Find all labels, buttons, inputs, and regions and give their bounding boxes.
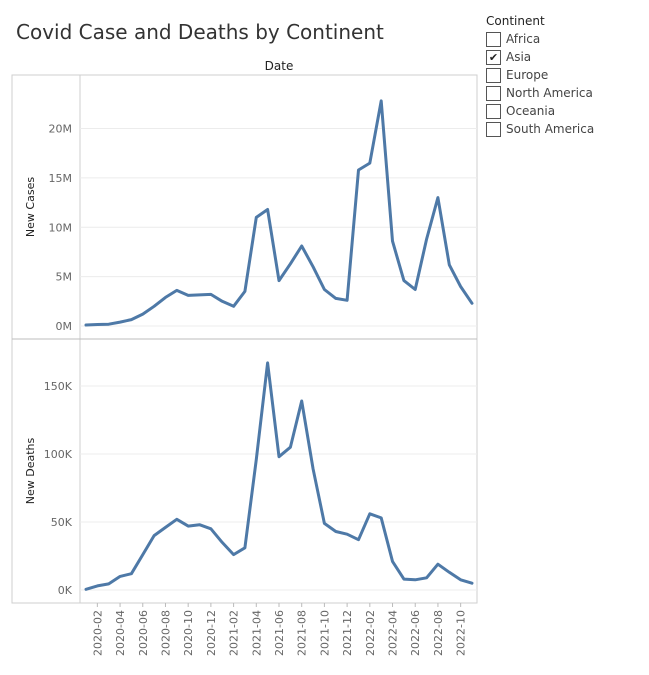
legend-item-label: North America [506,86,593,100]
x-tick-label: 2020-10 [182,610,195,656]
legend-item-south-america[interactable]: South America [486,120,594,138]
legend-checkbox[interactable] [486,85,501,101]
y-tick-label: 20M [49,123,73,136]
y-tick-label: 50K [51,516,73,529]
x-tick-label: 2021-10 [318,610,331,656]
chart-title: Covid Case and Deaths by Continent [16,20,384,44]
x-tick-label: 2021-08 [296,610,309,656]
x-tick-label: 2022-06 [409,610,422,656]
y-tick-label: 0M [56,320,73,333]
x-tick-label: 2021-12 [341,610,354,656]
series-line-new-deaths[interactable] [84,361,474,591]
y-axis-label: New Cases [24,177,37,237]
panel-new-cases: 0M 5M 10M 15M 20M New Cases [24,99,477,333]
legend-item-label: Europe [506,68,549,82]
legend-checkbox[interactable]: ✔ [486,49,501,65]
x-tick-label: 2021-04 [250,610,263,656]
x-tick-label: 2022-10 [455,610,468,656]
legend-item-label: Oceania [506,104,556,118]
panel-new-deaths: 0K 50K 100K 150K New Deaths [24,361,477,597]
legend-title: Continent [486,14,545,28]
continent-legend: Continent Africa ✔ Asia Europe North America… [486,14,594,138]
y-tick-label: 150K [44,380,73,393]
x-tick-label: 2020-08 [159,610,172,656]
x-tick-label: 2021-06 [273,610,286,656]
y-tick-label: 5M [56,271,73,284]
x-tick-label: 2020-06 [137,610,150,656]
y-axis-label: New Deaths [24,437,37,504]
y-tick-label: 15M [49,172,73,185]
legend-item-asia[interactable]: ✔ Asia [486,48,594,66]
legend-item-label: South America [506,122,595,136]
x-tick-label: 2020-04 [114,610,127,656]
legend-checkbox[interactable] [486,121,501,137]
legend-checkbox[interactable] [486,103,501,119]
y-tick-label: 0K [58,584,73,597]
legend-item-label: Asia [506,50,532,64]
legend-checkbox[interactable] [486,31,501,47]
legend-item-europe[interactable]: Europe [486,66,594,84]
x-tick-label: 2022-02 [364,610,377,656]
legend-item-north-america[interactable]: North America [486,84,594,102]
legend-item-africa[interactable]: Africa [486,30,594,48]
x-tick-label: 2020-02 [91,610,104,656]
legend-item-label: Africa [506,32,541,46]
legend-item-oceania[interactable]: Oceania [486,102,594,120]
x-tick-label: 2022-04 [387,610,400,656]
y-tick-label: 100K [44,448,73,461]
x-tick-label: 2021-02 [228,610,241,656]
x-tick-label: 2022-08 [432,610,445,656]
x-tick-label: 2020-12 [205,610,218,656]
series-line-new-cases[interactable] [84,99,474,327]
y-tick-label: 10M [49,221,73,234]
x-axis-label: Date [265,59,294,73]
legend-checkbox[interactable] [486,67,501,83]
